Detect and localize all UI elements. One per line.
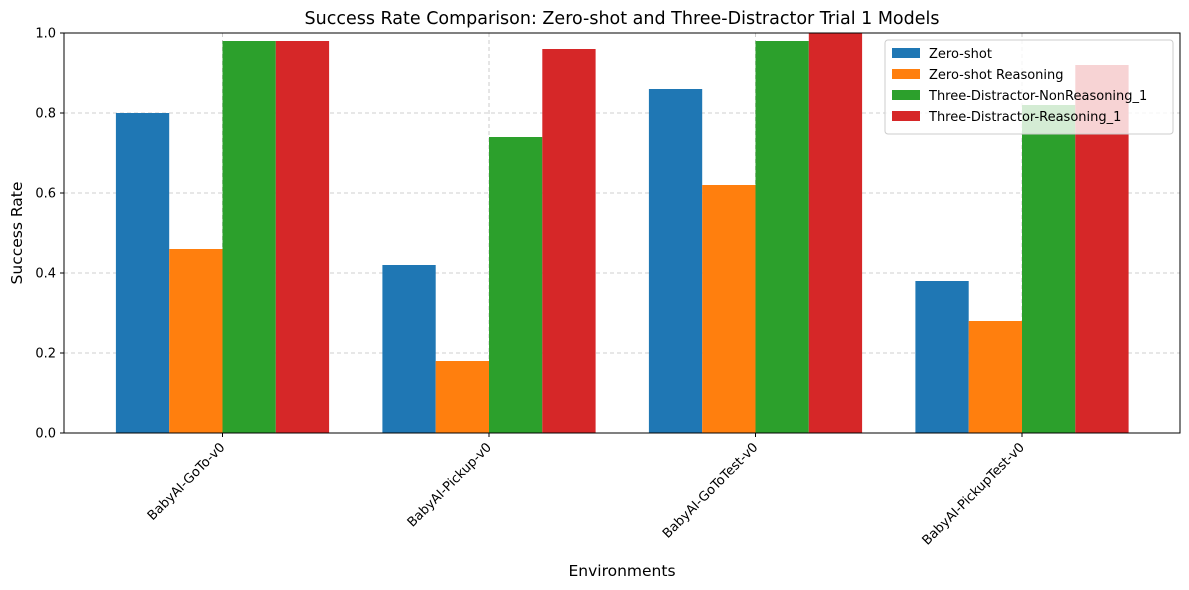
bar-3-3 (755, 41, 809, 433)
bar-4-1 (275, 41, 330, 433)
bar-3-2 (489, 137, 543, 433)
chart-title: Success Rate Comparison: Zero-shot and T… (305, 9, 940, 29)
bar-3-4 (1022, 105, 1076, 433)
legend-label: Zero-shot Reasoning (929, 68, 1064, 83)
y-tick-label: 0.4 (35, 267, 56, 282)
bar-1-1 (115, 113, 170, 433)
x-tick-label: BabyAI-PickupTest-v0 (920, 440, 1028, 548)
plot-frame (63, 32, 1181, 434)
legend-label: Zero-shot (929, 47, 992, 62)
y-tick-label: 0.8 (35, 107, 56, 122)
x-tick-label: BabyAI-GoToTest-v0 (660, 440, 761, 541)
bar-1-2 (382, 265, 436, 433)
x-tick-label: BabyAI-Pickup-v0 (405, 440, 495, 530)
bar-2-1 (169, 249, 223, 433)
x-tick-label: BabyAI-GoTo-v0 (145, 440, 228, 523)
bar-1-3 (648, 89, 703, 433)
bar-2-3 (702, 185, 756, 433)
bar-2-4 (968, 321, 1022, 433)
legend-swatch (892, 111, 920, 121)
bar-3-1 (222, 41, 276, 433)
legend-label: Three-Distractor-NonReasoning_1 (928, 89, 1147, 104)
bar-1-4 (915, 281, 969, 433)
bars-layer (115, 33, 1129, 433)
x-axis-title: Environments (568, 562, 675, 580)
legend-swatch (892, 69, 920, 79)
legend-box (884, 39, 1174, 135)
legend-swatch (892, 48, 920, 58)
y-tick-label: 0.0 (35, 427, 56, 442)
y-axis-title: Success Rate (8, 182, 26, 285)
legend-swatch (892, 90, 920, 100)
bar-4-2 (542, 49, 596, 433)
y-tick-label: 1.0 (35, 27, 56, 42)
y-tick-label: 0.2 (35, 347, 56, 362)
y-tick-label: 0.6 (35, 187, 56, 202)
bar-2-2 (435, 361, 489, 433)
legend: Zero-shot Zero-shot Reasoning Three-Distra… (884, 39, 1174, 135)
legend-label: Three-Distractor-Reasoning_1 (928, 110, 1121, 125)
bar-4-3 (808, 33, 863, 433)
